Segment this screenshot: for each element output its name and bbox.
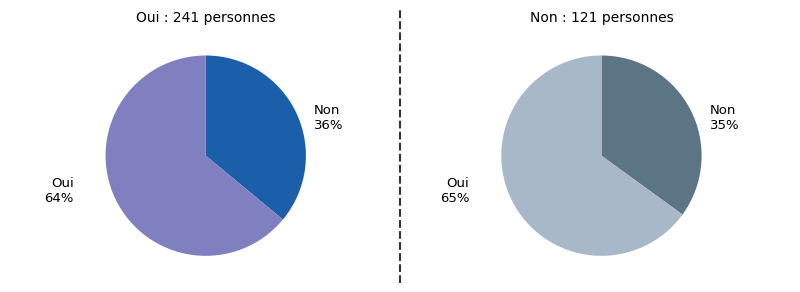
Text: Non
36%: Non 36% [314, 104, 343, 132]
Wedge shape [502, 55, 682, 256]
Text: Oui
65%: Oui 65% [440, 177, 470, 205]
Wedge shape [602, 55, 702, 215]
Text: Non
35%: Non 35% [710, 104, 739, 132]
Wedge shape [106, 55, 283, 256]
Title: Oui : 241 personnes: Oui : 241 personnes [136, 11, 275, 25]
Title: Non : 121 personnes: Non : 121 personnes [530, 11, 674, 25]
Text: Oui
64%: Oui 64% [44, 177, 74, 205]
Wedge shape [206, 55, 306, 220]
